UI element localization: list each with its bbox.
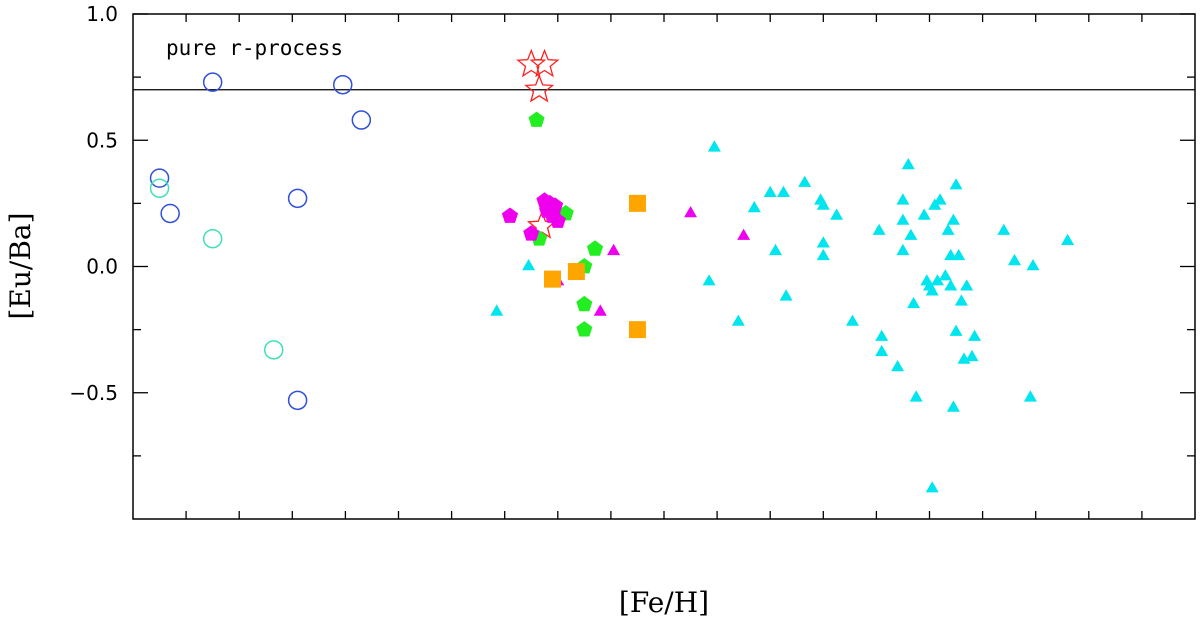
data-point-triangle — [607, 243, 621, 256]
data-point-triangle — [763, 185, 777, 197]
data-point-triangle — [1008, 253, 1021, 266]
data-point-square — [543, 270, 561, 288]
data-point-triangle — [931, 274, 944, 286]
data-point-open-circle — [202, 228, 223, 249]
data-point-triangle — [777, 185, 790, 197]
data-point-triangle — [949, 324, 963, 336]
data-point-triangle — [907, 296, 921, 309]
data-point-triangle — [1026, 259, 1040, 271]
data-point-triangle — [938, 269, 952, 281]
data-point-open-circle — [287, 188, 308, 209]
data-point-open-circle — [263, 340, 284, 360]
data-point-triangle — [954, 294, 968, 306]
data-point-triangle — [960, 279, 974, 291]
data-point-triangle — [875, 329, 889, 341]
data-point-triangle — [1061, 233, 1075, 245]
data-point-triangle — [522, 259, 536, 271]
data-point-triangle — [925, 284, 939, 296]
data-point-triangle — [684, 206, 697, 218]
y-axis-title: [Eu/Ba] — [4, 212, 37, 319]
y-tick-label: 0.0 — [86, 255, 118, 279]
data-point-triangle — [896, 213, 910, 225]
data-point-open-circle — [351, 110, 372, 130]
data-point-triangle — [946, 400, 960, 412]
data-point-square — [567, 263, 585, 281]
data-point-pentagon — [501, 207, 519, 223]
data-point-triangle — [968, 329, 982, 341]
data-point-triangle — [490, 304, 504, 316]
data-point-triangle — [904, 228, 918, 240]
data-point-triangle — [707, 140, 721, 152]
data-point-open-circle — [160, 203, 180, 224]
y-tick-label: −0.5 — [69, 381, 118, 405]
data-point-triangle — [933, 193, 947, 205]
y-tick-labels: 1.0 0.5 0.0 −0.5 — [69, 2, 118, 405]
data-point-triangle — [896, 243, 910, 256]
data-point-triangle — [944, 279, 958, 291]
data-point-triangle — [798, 175, 812, 187]
data-point-pentagon — [586, 240, 604, 256]
data-point-open-circle — [332, 74, 353, 95]
data-point-pentagon — [549, 212, 566, 228]
data-point-triangle — [593, 304, 607, 316]
pure-r-process-label: pure r-process — [166, 36, 343, 60]
data-point-triangle — [909, 390, 923, 402]
data-point-pentagon — [528, 111, 545, 127]
x-axis-title: [Fe/H] — [619, 586, 709, 619]
data-point-pentagon — [576, 321, 593, 337]
data-point-triangle — [830, 208, 844, 220]
axis-ticks — [133, 13, 1195, 519]
data-point-triangle — [769, 243, 782, 256]
data-point-triangle — [891, 360, 905, 372]
data-point-triangle — [846, 314, 859, 326]
data-point-open-circle — [287, 390, 308, 411]
data-point-triangle — [896, 193, 910, 205]
y-tick-label: 0.5 — [86, 128, 118, 152]
data-point-triangle — [997, 223, 1011, 235]
y-tick-label: 1.0 — [86, 2, 118, 26]
data-point-open-circle — [149, 168, 170, 188]
data-point-open-circle — [202, 72, 223, 92]
data-point-triangle — [816, 248, 830, 261]
data-point-triangle — [965, 349, 979, 362]
data-point-triangle — [1023, 390, 1037, 402]
data-point-triangle — [747, 200, 761, 213]
data-point-square — [628, 194, 646, 212]
data-point-open-star — [529, 48, 560, 78]
data-points — [149, 48, 1075, 493]
data-point-triangle — [949, 178, 963, 190]
data-point-pentagon — [576, 295, 593, 312]
data-point-triangle — [779, 289, 793, 301]
data-point-square — [628, 321, 646, 339]
data-point-triangle — [941, 223, 955, 235]
data-point-triangle — [702, 274, 716, 286]
data-point-triangle — [946, 213, 960, 225]
data-point-triangle — [917, 208, 931, 220]
data-point-triangle — [816, 198, 830, 210]
data-point-triangle — [816, 236, 830, 248]
data-point-triangle — [901, 158, 915, 170]
data-point-pentagon — [523, 225, 540, 241]
data-point-open-star — [524, 73, 555, 103]
data-point-open-star — [516, 48, 547, 78]
data-point-triangle — [731, 314, 745, 326]
data-point-triangle — [872, 223, 886, 235]
data-point-triangle — [875, 344, 889, 357]
data-point-triangle — [925, 481, 939, 493]
data-point-triangle — [952, 248, 966, 261]
data-point-open-circle — [149, 178, 170, 198]
data-point-triangle — [737, 228, 751, 240]
